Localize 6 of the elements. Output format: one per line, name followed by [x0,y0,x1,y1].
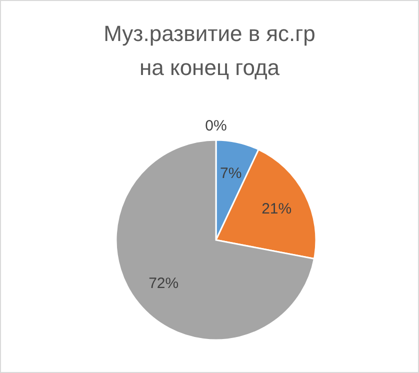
data-label: 21% [262,200,292,218]
pie-slice [115,139,315,341]
chart-title: Муз.развитие в яс.гр на конец года [102,20,316,82]
data-label: 7% [220,165,242,182]
text: 0% [205,118,227,134]
data-label: 72% [148,274,179,292]
